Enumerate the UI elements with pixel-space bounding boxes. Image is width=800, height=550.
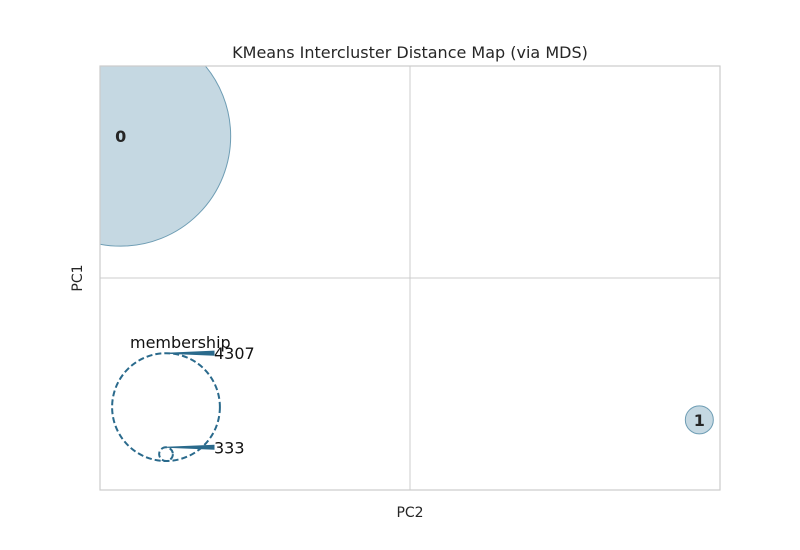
y-axis-label: PC1	[70, 264, 86, 291]
membership-legend: membership 333 4307	[111, 333, 255, 463]
chart-title: KMeans Intercluster Distance Map (via MD…	[232, 43, 588, 62]
legend-pointer-4307	[165, 350, 215, 356]
cluster-bubble-0	[100, 66, 232, 247]
legend-size-label-4307: 4307	[214, 344, 255, 363]
cluster-label-1: 1	[694, 411, 705, 430]
x-axis-label: PC2	[396, 505, 423, 521]
legend-size-label-333: 333	[214, 438, 245, 457]
cluster-bubble-1	[684, 405, 714, 435]
cluster-label-0: 0	[115, 127, 126, 146]
cluster-bubbles	[100, 66, 714, 435]
legend-pointer-333	[165, 444, 215, 450]
cluster-labels: 01	[115, 127, 705, 430]
plot-frame	[99, 65, 721, 491]
legend-circle-333	[158, 446, 174, 463]
legend-circle-4307	[111, 352, 221, 463]
legend-title: membership	[130, 333, 231, 352]
